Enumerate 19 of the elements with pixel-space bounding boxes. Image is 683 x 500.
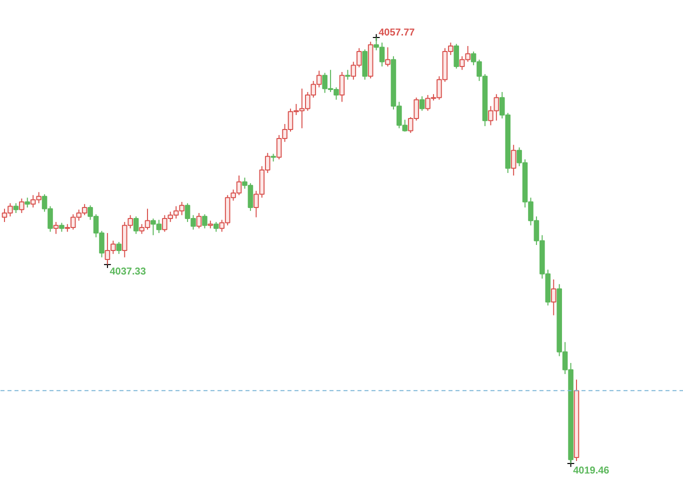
text: 4019.46	[573, 466, 610, 476]
candlestick	[202, 214, 208, 229]
candlestick	[24, 197, 30, 208]
annotation: 4057.77	[378, 28, 416, 38]
candlestick	[385, 46, 390, 67]
candlestick	[454, 43, 460, 70]
candlestick	[19, 198, 24, 214]
candlestick	[550, 278, 556, 316]
candlestick	[213, 221, 219, 232]
candlestick	[339, 72, 345, 102]
candlestick	[116, 241, 122, 254]
candlestick	[510, 144, 516, 176]
candlestick	[419, 96, 425, 112]
candlestick	[196, 212, 202, 229]
candlestick	[345, 69, 350, 80]
annotation: 4037.33	[110, 266, 146, 278]
candlestick	[13, 202, 19, 214]
candlestick	[53, 221, 59, 234]
candlestick	[133, 216, 139, 234]
